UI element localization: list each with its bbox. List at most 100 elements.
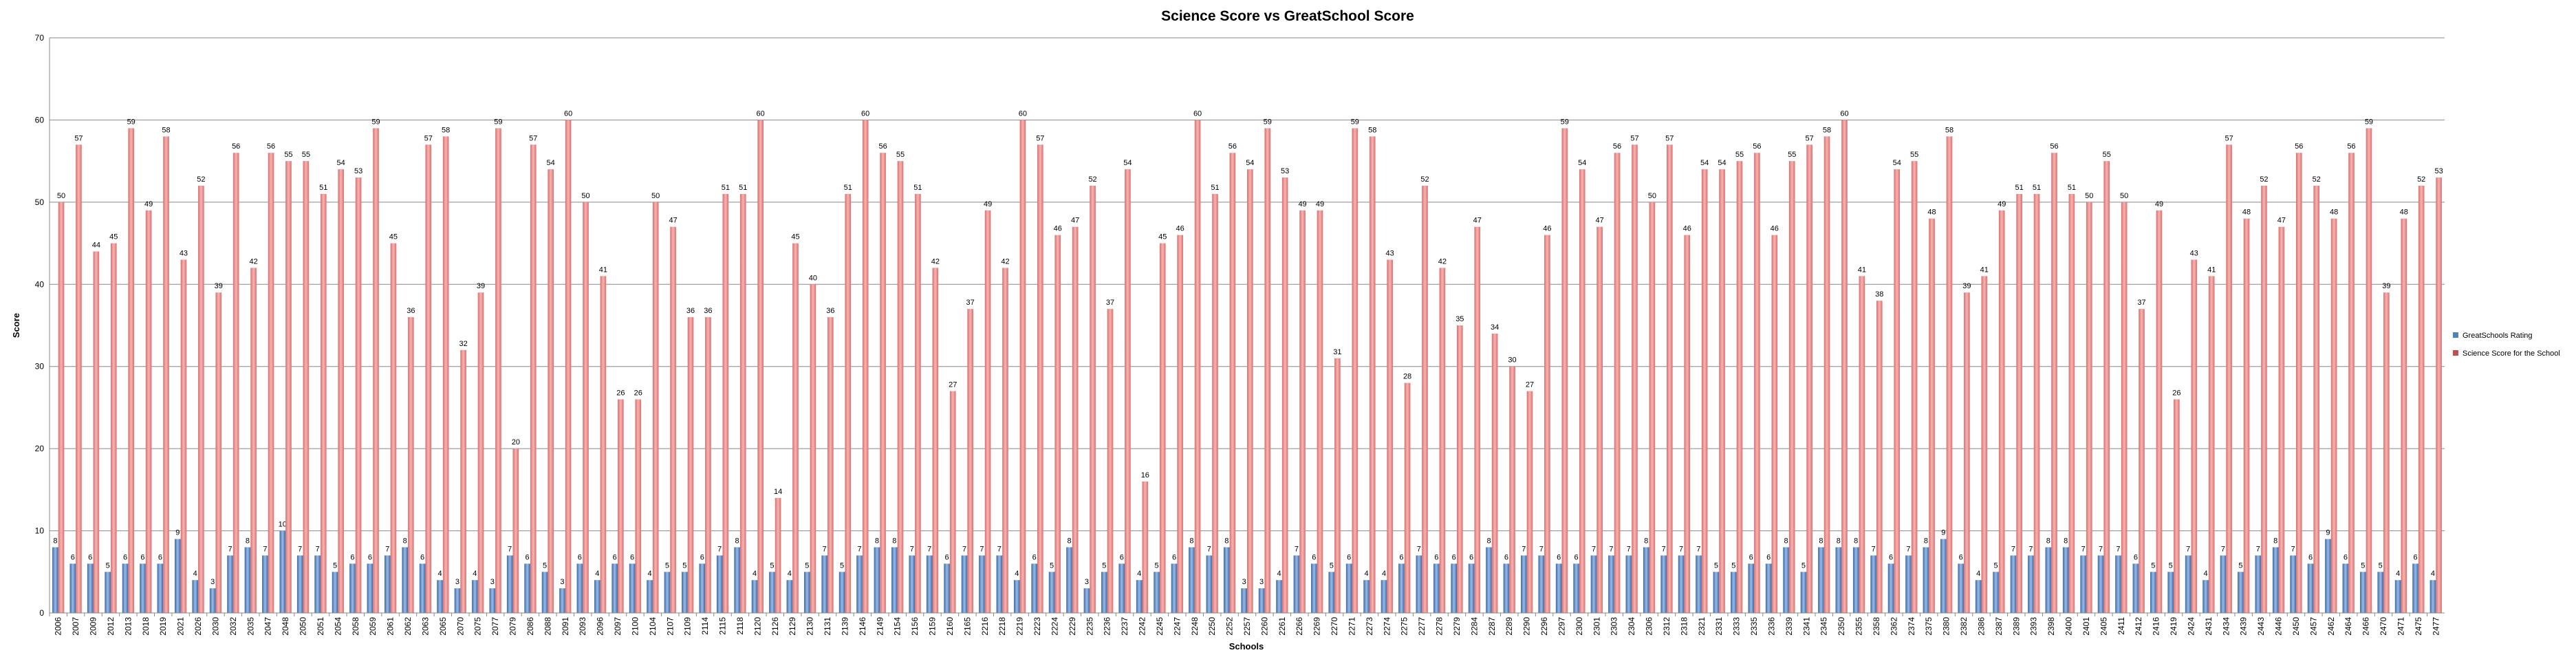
data-label: 60 — [757, 109, 765, 118]
data-label: 48 — [2330, 208, 2338, 217]
bar — [810, 284, 816, 613]
bar — [1404, 383, 1411, 613]
bar — [1281, 177, 1288, 613]
data-label: 7 — [2221, 545, 2225, 553]
x-tick-label: 2301 — [1592, 617, 1601, 636]
data-label: 51 — [913, 184, 922, 192]
data-label: 7 — [979, 545, 984, 553]
x-tick-label: 2400 — [2064, 617, 2074, 636]
y-tick-label: 40 — [35, 279, 45, 289]
bar — [1125, 169, 1131, 614]
bar — [174, 539, 181, 613]
data-label: 56 — [2050, 142, 2058, 151]
x-tick-label: 2104 — [648, 617, 658, 636]
bar — [1660, 555, 1667, 613]
data-label: 59 — [1351, 118, 1359, 126]
y-axis-title: Score — [11, 313, 21, 338]
bar — [2150, 572, 2156, 613]
data-label: 53 — [354, 167, 362, 175]
legend-label: Science Score for the School — [2463, 349, 2560, 358]
data-label: 52 — [197, 175, 205, 184]
bar — [1433, 563, 1440, 613]
x-tick-label: 2129 — [788, 617, 797, 636]
data-label: 6 — [1452, 553, 1456, 561]
data-label: 20 — [512, 438, 520, 446]
bar — [821, 555, 828, 613]
bar — [1369, 136, 1376, 614]
x-tick-label: 2345 — [1819, 617, 1829, 636]
bar — [2412, 563, 2418, 613]
data-label: 6 — [1889, 553, 1893, 561]
y-tick-label: 0 — [39, 608, 44, 618]
x-tick-label: 2219 — [1015, 617, 1025, 636]
bar — [2167, 572, 2174, 613]
data-label: 54 — [1893, 159, 1901, 167]
bar — [2132, 563, 2139, 613]
data-label: 4 — [1137, 570, 1141, 578]
bar — [1054, 235, 1061, 614]
x-tick-label: 2007 — [71, 617, 80, 636]
x-tick-label: 2362 — [1889, 617, 1898, 636]
bar — [1154, 572, 1160, 613]
x-tick-label: 2416 — [2152, 617, 2161, 636]
bar — [2033, 193, 2040, 613]
bar — [757, 120, 764, 613]
data-label: 51 — [2033, 184, 2041, 192]
bar — [687, 317, 694, 613]
bar — [1643, 547, 1649, 613]
data-label: 5 — [1050, 561, 1054, 570]
data-label: 7 — [2116, 545, 2120, 553]
data-label: 5 — [1714, 561, 1718, 570]
x-tick-label: 2271 — [1347, 617, 1356, 636]
data-label: 45 — [109, 233, 118, 241]
bar — [1818, 547, 1824, 613]
data-label: 46 — [1176, 225, 1184, 233]
data-label: 57 — [1036, 134, 1044, 142]
x-tick-label: 2431 — [2204, 617, 2214, 636]
bar — [332, 572, 338, 613]
data-label: 59 — [127, 118, 136, 126]
bar — [489, 588, 496, 613]
legend-label: GreatSchools Rating — [2463, 332, 2533, 340]
data-label: 4 — [437, 570, 442, 578]
bar — [460, 349, 466, 613]
data-label: 6 — [1312, 553, 1316, 561]
bar — [915, 193, 921, 613]
bar — [1247, 169, 1253, 614]
bar — [2394, 580, 2401, 613]
x-tick-label: 2107 — [665, 617, 675, 636]
x-tick-label: 2335 — [1749, 617, 1759, 636]
data-label: 7 — [385, 545, 389, 553]
data-label: 36 — [407, 307, 415, 315]
x-tick-label: 2289 — [1504, 617, 1514, 636]
x-tick-label: 2075 — [473, 617, 483, 636]
data-label: 55 — [2103, 151, 2111, 159]
bar — [477, 292, 484, 613]
x-tick-label: 2156 — [910, 617, 920, 636]
data-label: 7 — [1592, 545, 1596, 553]
x-tick-label: 2457 — [2308, 617, 2318, 636]
bar — [2080, 555, 2086, 613]
bar — [751, 580, 758, 613]
bar — [548, 169, 554, 614]
data-label: 6 — [2344, 553, 2348, 561]
data-label: 35 — [1455, 315, 1464, 323]
data-label: 58 — [1823, 126, 1831, 134]
x-tick-label: 2245 — [1155, 617, 1165, 636]
data-label: 54 — [1123, 159, 1132, 167]
bar — [2028, 555, 2034, 613]
data-label: 54 — [337, 159, 345, 167]
bar — [157, 563, 164, 613]
bar — [583, 202, 589, 613]
data-label: 8 — [1224, 537, 1229, 545]
data-label: 7 — [1207, 545, 1211, 553]
x-tick-label: 2358 — [1872, 617, 1881, 636]
data-label: 51 — [844, 184, 852, 192]
bar — [1223, 547, 1230, 613]
x-tick-label: 2380 — [1942, 617, 1951, 636]
x-tick-label: 2470 — [2379, 617, 2388, 636]
bar — [1229, 153, 1236, 613]
x-tick-label: 2216 — [980, 617, 990, 636]
data-label: 6 — [1959, 553, 1963, 561]
data-label: 47 — [669, 217, 677, 225]
